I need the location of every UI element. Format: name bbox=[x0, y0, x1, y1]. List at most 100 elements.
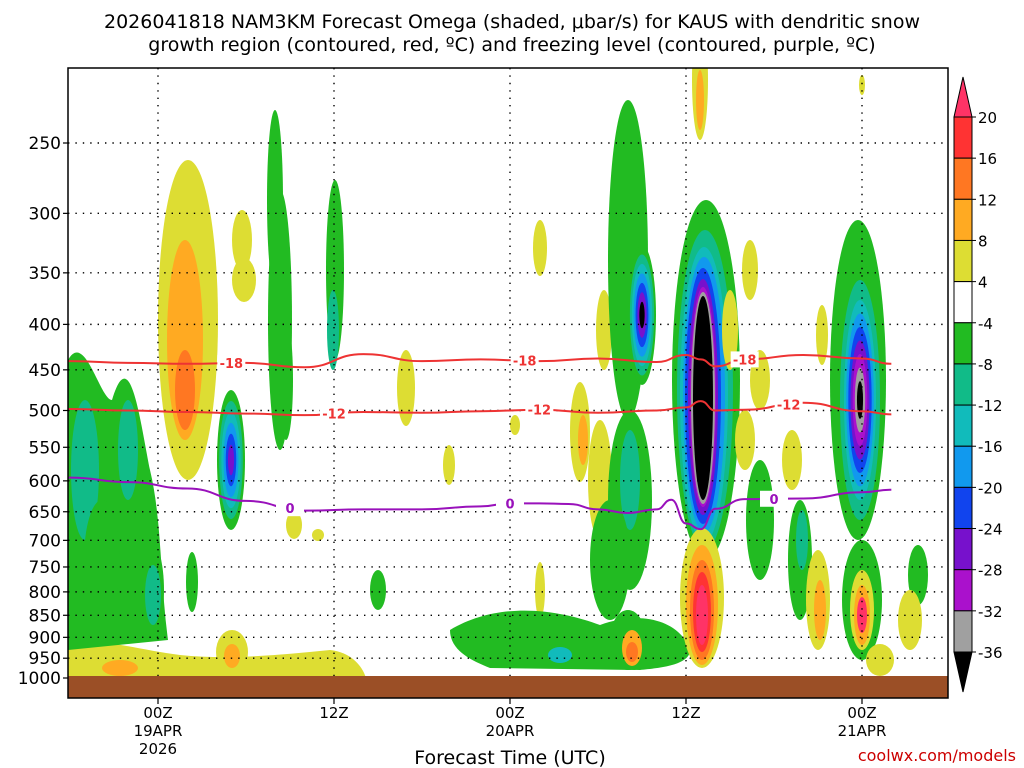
omega-cell-69 bbox=[722, 290, 738, 370]
contour-label: -18 bbox=[733, 353, 757, 368]
colorbar-label-12: -32 bbox=[978, 603, 1003, 621]
contour-label-bg bbox=[510, 352, 539, 369]
colorbar-label-9: -20 bbox=[978, 479, 1003, 497]
contour-label-bg bbox=[525, 401, 554, 418]
x-date-label-4: 21APR bbox=[838, 722, 887, 740]
contour-label-bg bbox=[276, 500, 304, 517]
omega-cell-27 bbox=[443, 445, 455, 485]
temperature-contours: -18 -18 -18 -12 -12 -12 0 0 0 bbox=[68, 351, 892, 531]
colorbar-label-6: -8 bbox=[978, 356, 993, 374]
omega-cell-3 bbox=[71, 400, 99, 540]
colorbar-segment-2 bbox=[953, 157, 973, 200]
y-tick-label-300: 300 bbox=[29, 204, 61, 224]
x-tick-label-4: 00Z bbox=[847, 704, 876, 722]
omega-cell-47 bbox=[620, 430, 640, 530]
omega-cell-12 bbox=[232, 258, 256, 302]
contour-line-0 bbox=[68, 476, 892, 531]
omega-cell-53 bbox=[696, 70, 704, 130]
y-tick-label-800: 800 bbox=[29, 583, 61, 603]
omega-cell-18 bbox=[227, 444, 235, 476]
omega-cell-35 bbox=[578, 415, 588, 465]
colorbar-segment-5 bbox=[953, 281, 973, 324]
omega-cell-91 bbox=[857, 597, 867, 633]
omega-cell-71 bbox=[735, 410, 755, 470]
contour-label-bg bbox=[496, 495, 524, 512]
omega-cell-32 bbox=[535, 562, 545, 618]
contour-label-bg bbox=[730, 351, 759, 368]
y-tick-label-1000: 1000 bbox=[18, 669, 61, 689]
omega-cell-94 bbox=[898, 590, 922, 650]
y-axis: 2503003504004505005506006507007508008509… bbox=[18, 134, 68, 689]
omega-cell-95 bbox=[859, 75, 865, 95]
omega-cell-62 bbox=[693, 296, 713, 500]
y-tick-label-700: 700 bbox=[29, 531, 61, 551]
x-tick-label-3: 12Z bbox=[671, 704, 700, 722]
x-tick-label-1: 12Z bbox=[319, 704, 348, 722]
contour-label: -18 bbox=[220, 357, 244, 372]
omega-cell-10 bbox=[175, 350, 195, 430]
chart-title-line1: 2026041818 NAM3KM Forecast Omega (shaded… bbox=[104, 11, 920, 33]
y-tick-label-950: 950 bbox=[29, 649, 61, 669]
x-tick-label-2: 00Z bbox=[495, 704, 524, 722]
omega-cell-51 bbox=[590, 500, 630, 620]
contour-label: 0 bbox=[285, 502, 294, 517]
omega-cell-23 bbox=[327, 290, 339, 370]
omega-cell-45 bbox=[639, 301, 645, 329]
colorbar-segment-12 bbox=[953, 569, 973, 612]
y-tick-label-750: 750 bbox=[29, 558, 61, 578]
omega-cell-24 bbox=[186, 552, 198, 612]
contour-label: -12 bbox=[777, 398, 801, 413]
colorbar-segment-13 bbox=[953, 610, 973, 653]
chart-title-line2: growth region (contoured, red, ºC) and f… bbox=[148, 34, 875, 56]
colorbar: 20 16 12 8 4 -4 -8 -12 -16 -20 -24 -28 -32 -36 bbox=[953, 76, 1003, 693]
plot-frame bbox=[67, 67, 949, 699]
colorbar-label-5: -4 bbox=[978, 315, 993, 333]
y-tick-label-850: 850 bbox=[29, 606, 61, 626]
y-tick-label-350: 350 bbox=[29, 264, 61, 284]
omega-cell-50 bbox=[626, 642, 638, 662]
colorbar-label-7: -12 bbox=[978, 397, 1003, 415]
colorbar-label-4: 4 bbox=[978, 274, 988, 292]
plot-area: -18 -18 -18 -12 -12 -12 0 0 0 bbox=[68, 68, 948, 698]
contour-label-bg bbox=[774, 396, 803, 413]
x-year-label-0: 2026 bbox=[139, 740, 177, 758]
x-date-label-2: 20APR bbox=[486, 722, 535, 740]
omega-cell-72 bbox=[782, 430, 802, 490]
omega-cell-26 bbox=[397, 350, 415, 426]
colorbar-segment-8 bbox=[953, 404, 973, 447]
omega-cell-73 bbox=[816, 305, 828, 365]
contour-label-bg bbox=[320, 405, 348, 422]
colorbar-segment-6 bbox=[953, 322, 973, 365]
colorbar-segment-7 bbox=[953, 363, 973, 406]
omega-cell-31 bbox=[510, 415, 520, 435]
x-date-label-0: 19APR bbox=[134, 722, 183, 740]
omega-cell-37 bbox=[596, 290, 612, 370]
omega-cell-29 bbox=[286, 511, 302, 539]
colorbar-segment-11 bbox=[953, 528, 973, 571]
colorbar-label-1: 16 bbox=[978, 150, 997, 168]
contour-label: -18 bbox=[513, 355, 537, 370]
omega-cell-93 bbox=[908, 545, 928, 605]
colorbar-segment-1 bbox=[953, 116, 973, 159]
omega-cell-67 bbox=[696, 585, 708, 645]
contour-label: -12 bbox=[528, 404, 552, 419]
ground-terrain bbox=[68, 676, 948, 698]
x-tick-label-0: 00Z bbox=[143, 704, 172, 722]
contour-label: 0 bbox=[769, 493, 778, 508]
y-tick-label-500: 500 bbox=[29, 402, 61, 422]
omega-cell-6 bbox=[145, 565, 161, 625]
contour-label: 0 bbox=[505, 497, 514, 512]
y-tick-label-650: 650 bbox=[29, 503, 61, 523]
colorbar-label-13: -36 bbox=[978, 644, 1003, 662]
omega-cell-7 bbox=[84, 500, 120, 620]
contour-label-bg bbox=[217, 355, 246, 372]
omega-cell-0 bbox=[102, 660, 138, 676]
colorbar-segment-9 bbox=[953, 445, 973, 488]
omega-cell-4 bbox=[118, 400, 138, 500]
y-tick-label-400: 400 bbox=[29, 315, 61, 335]
colorbar-label-3: 8 bbox=[978, 232, 988, 250]
contour-label-bg bbox=[760, 490, 788, 507]
omega-cell-2 bbox=[224, 644, 240, 668]
omega-cell-76 bbox=[796, 510, 808, 570]
